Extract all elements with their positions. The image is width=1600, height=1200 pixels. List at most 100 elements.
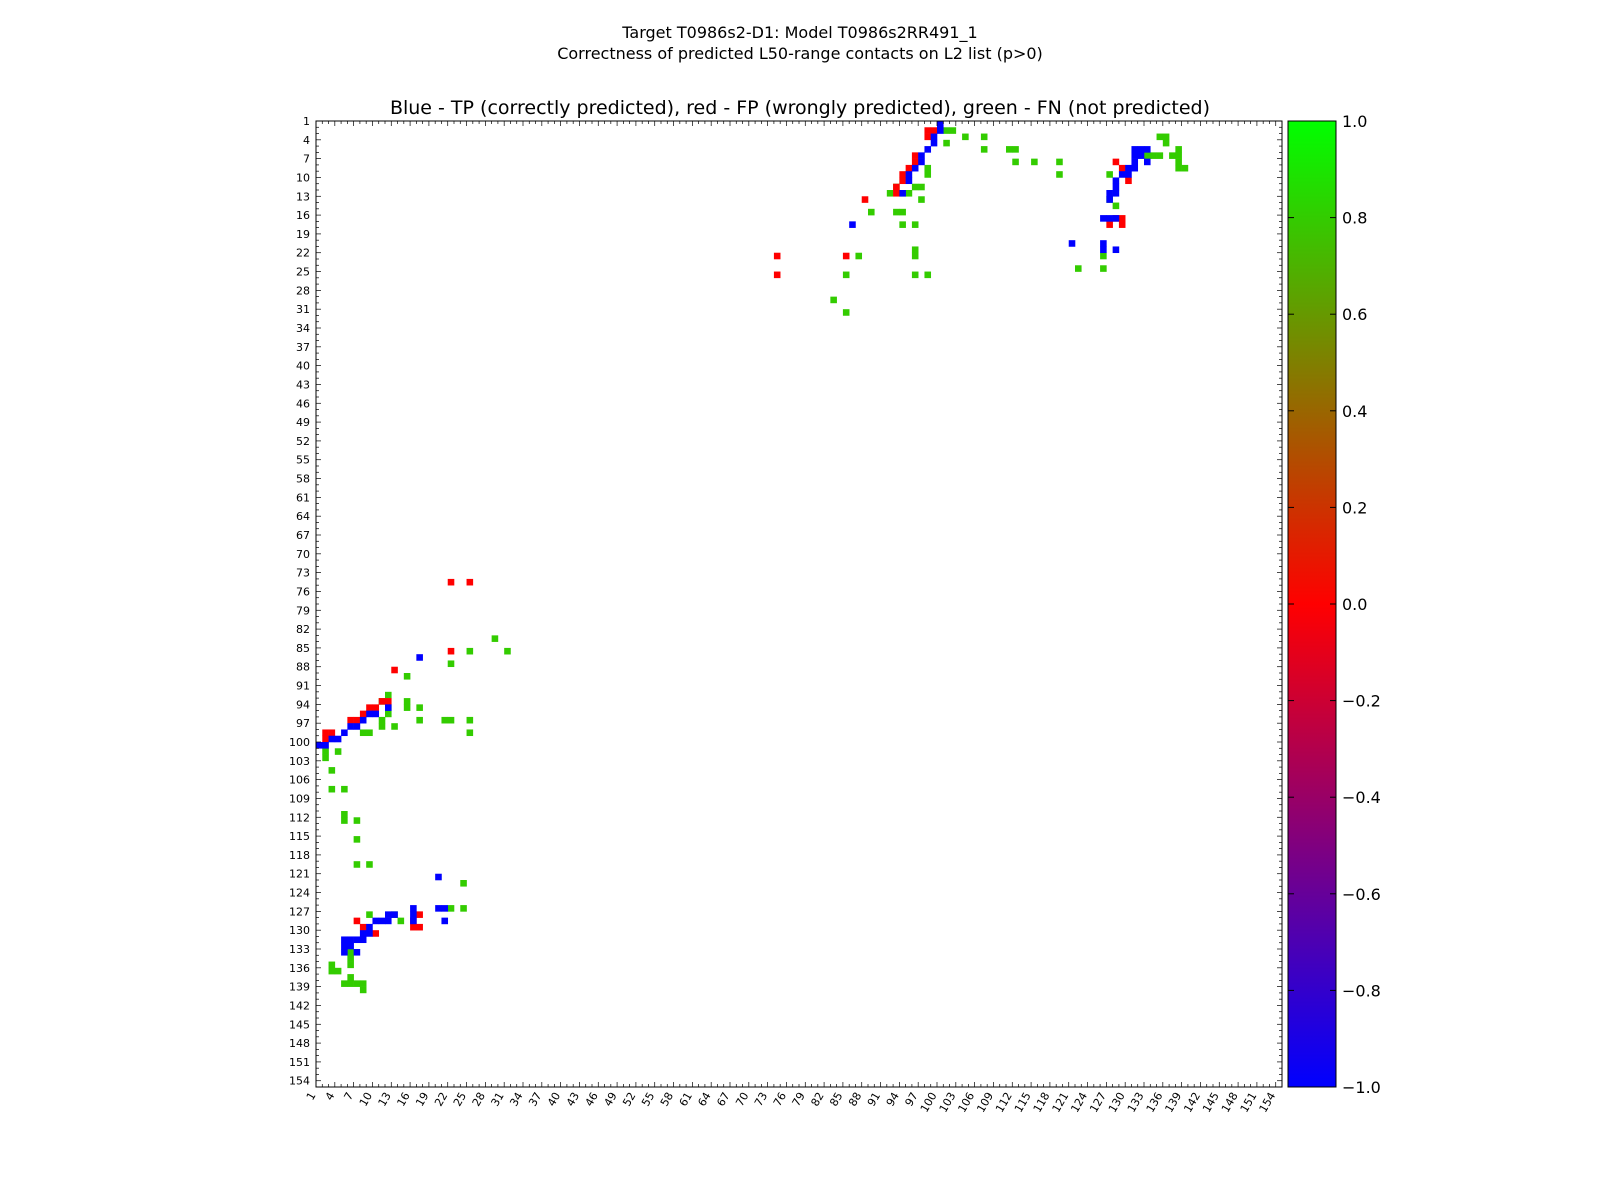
contact-cell-tp [1131,164,1139,172]
contact-cell-tp [1100,246,1107,254]
x-tick-label: 7 [341,1090,356,1103]
contact-cell-fn [466,716,474,724]
contact-cell-fn [347,949,354,956]
contact-cell-tp [341,942,348,950]
y-tick-label: 10 [296,171,310,184]
x-tick-label: 148 [1219,1090,1241,1115]
x-tick-label: 55 [639,1090,657,1109]
contact-cell-fn [460,880,467,887]
contact-cell-fn [403,673,411,680]
contact-cell-tp [347,936,354,944]
contact-cell-fn [1181,164,1189,172]
x-tick-label: 82 [808,1090,826,1109]
x-tick-label: 79 [790,1090,808,1109]
y-tick-label: 127 [289,905,310,918]
contact-cell-fn [1075,265,1082,272]
y-tick-label: 64 [296,510,310,523]
y-tick-label: 109 [289,792,310,805]
contact-cell-tp [1112,246,1120,254]
plot-background [316,121,1282,1087]
contact-cell-fp [359,923,367,931]
contact-cell-tp [1125,164,1132,172]
x-tick-label: 139 [1162,1090,1184,1115]
contact-cell-fn [855,252,863,260]
y-tick-label: 49 [296,416,310,429]
contact-cell-fp [899,171,906,178]
contact-cell-fp [1118,164,1126,172]
y-tick-label: 7 [303,153,310,166]
y-tick-label: 76 [296,585,310,598]
contact-cell-fn [397,917,405,925]
colorbar-label: 0.4 [1342,402,1367,421]
contact-cell-fn [347,980,354,987]
contact-cell-tp [322,742,329,749]
y-tick-label: 121 [289,868,310,881]
colorbar-label: −0.8 [1342,981,1381,1000]
y-tick-label: 73 [296,567,310,580]
y-tick-label: 79 [296,604,310,617]
colorbar-label: 1.0 [1342,112,1367,131]
contact-cell-tp [391,911,398,918]
y-tick-label: 139 [289,981,310,994]
x-tick-label: 97 [903,1090,921,1109]
x-tick-label: 1 [304,1090,319,1103]
colorbar-label: −0.4 [1342,788,1381,807]
contact-cell-fn [1012,158,1019,166]
contact-cell-fp [911,158,919,166]
contact-cell-fp [447,647,455,655]
contact-cell-tp [441,905,449,912]
x-tick-label: 34 [507,1090,525,1109]
contact-cell-tp [378,917,386,925]
contact-cell-fn [366,861,373,868]
contact-cell-fn [911,252,919,260]
contact-cell-fn [366,911,373,918]
x-tick-label: 154 [1257,1090,1279,1115]
contact-cell-fn [378,716,386,724]
contact-cell-fn [378,723,386,730]
y-tick-label: 124 [289,887,310,900]
contact-cell-fp [322,735,329,743]
y-tick-label: 16 [296,209,310,222]
chart-subtitle: Blue - TP (correctly predicted), red - F… [390,97,1210,119]
x-tick-label: 121 [1050,1090,1072,1115]
contact-cell-fn [353,861,361,868]
x-tick-label: 142 [1181,1090,1203,1115]
contact-cell-fn [385,691,392,699]
colorbar-label: −0.2 [1342,692,1381,711]
contact-cell-fn [341,817,348,824]
contact-cell-fn [1056,158,1063,166]
contact-cell-fn [341,811,348,818]
colorbar-label: 0.2 [1342,498,1367,517]
x-tick-label: 19 [413,1090,431,1109]
contact-cell-tp [385,911,392,918]
x-tick-label: 40 [545,1090,563,1109]
contact-cell-tp [347,942,354,950]
contact-cell-tp [1131,158,1139,166]
contact-cell-fp [353,917,361,925]
contact-cell-tp [924,146,932,153]
contact-cell-fn [980,133,988,141]
contact-cell-fn [1106,171,1113,178]
x-tick-label: 124 [1068,1090,1090,1115]
contact-cell-fn [1162,133,1170,141]
x-tick-label: 112 [993,1090,1015,1115]
contact-cell-tp [918,152,925,159]
contact-cell-fp [773,252,781,260]
contact-cell-tp [372,917,380,925]
contact-cell-tp [334,735,342,743]
contact-cell-fn [447,905,455,912]
x-tick-label: 136 [1144,1090,1166,1115]
x-tick-label: 4 [323,1090,338,1103]
contact-cell-fp [410,923,417,931]
contact-cell-fp [347,716,354,724]
contact-cell-tp [328,735,336,743]
colorbar-label: 0.8 [1342,209,1367,228]
x-tick-label: 94 [884,1090,902,1109]
x-tick-label: 43 [564,1090,582,1109]
contact-cell-tp [435,905,442,912]
y-tick-label: 154 [289,1075,310,1088]
contact-cell-fp [372,704,380,711]
y-tick-label: 67 [296,529,310,542]
x-tick-label: 130 [1106,1090,1128,1115]
contact-cell-tp [341,729,348,737]
